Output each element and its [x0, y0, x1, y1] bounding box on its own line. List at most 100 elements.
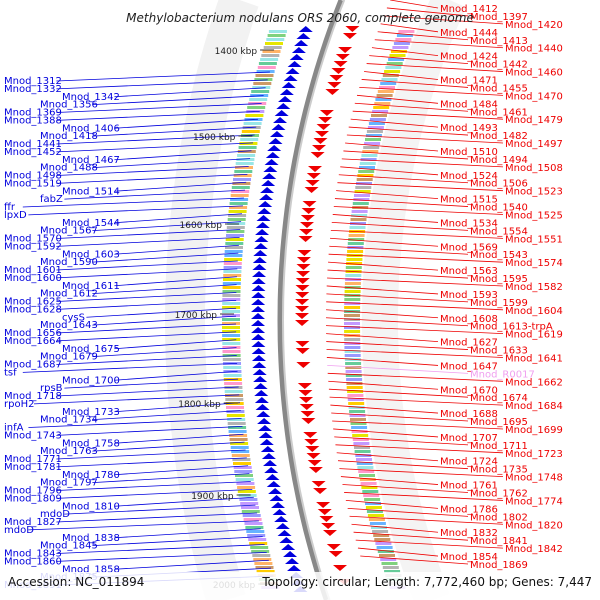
right-gene-label[interactable]: Mnod_1582 [505, 282, 563, 293]
left-gene-label[interactable]: Mnod_1312 [4, 76, 62, 87]
right-gene-label[interactable]: Mnod_1482 [470, 131, 528, 142]
left-gene-label[interactable]: Mnod_1388 [4, 115, 62, 126]
right-gene-label[interactable]: Mnod_1397 [470, 12, 528, 23]
left-gene-label[interactable]: Mnod_1600 [4, 273, 62, 284]
left-gene-label[interactable]: Mnod_1664 [4, 336, 62, 347]
right-gene-label[interactable]: Mnod_1493 [440, 123, 498, 134]
right-gene-label[interactable]: Mnod_1786 [440, 504, 498, 515]
right-gene-label[interactable]: Mnod_1420 [505, 20, 563, 31]
left-gene-label[interactable]: Mnod_1519 [4, 178, 62, 189]
right-gene-label[interactable]: Mnod_1662 [505, 377, 563, 388]
right-gene-label[interactable]: Mnod_1569 [440, 242, 498, 253]
right-gene-label[interactable]: Mnod_1455 [470, 83, 528, 94]
right-gene-label[interactable]: Mnod_R0017 [470, 369, 535, 380]
left-gene-label[interactable]: Mnod_1845 [40, 541, 98, 552]
right-gene-label[interactable]: Mnod_1854 [440, 552, 498, 563]
right-gene-label[interactable]: Mnod_1515 [440, 195, 498, 206]
left-gene-label[interactable]: lpxD [4, 210, 27, 221]
left-gene-label[interactable]: Mnod_1570 [4, 234, 62, 245]
right-gene-label[interactable]: Mnod_1641 [505, 353, 563, 364]
left-gene-label[interactable]: Mnod_1611 [62, 281, 120, 292]
right-gene-label[interactable]: Mnod_1688 [440, 409, 498, 420]
right-gene-label[interactable]: Mnod_1442 [470, 60, 528, 71]
right-gene-label[interactable]: Mnod_1595 [470, 274, 528, 285]
right-gene-label[interactable]: Mnod_1802 [470, 512, 528, 523]
right-gene-label[interactable]: Mnod_1510 [440, 147, 498, 158]
right-gene-label[interactable]: Mnod_1832 [440, 528, 498, 539]
left-gene-label[interactable]: Mnod_1488 [40, 163, 98, 174]
left-gene-label[interactable]: Mnod_1733 [62, 407, 120, 418]
left-gene-label[interactable]: Mnod_1332 [4, 84, 62, 95]
left-gene-label[interactable]: Mnod_1718 [4, 391, 62, 402]
right-gene-label[interactable]: Mnod_1593 [440, 290, 498, 301]
left-gene-label[interactable]: Mnod_1797 [40, 478, 98, 489]
left-gene-label[interactable]: cysS [62, 312, 85, 323]
right-gene-label[interactable]: Mnod_1494 [470, 155, 528, 166]
right-gene-label[interactable]: Mnod_1841 [470, 536, 528, 547]
right-gene-label[interactable]: Mnod_1508 [505, 163, 563, 174]
left-gene-label[interactable]: Mnod_1679 [40, 352, 98, 363]
left-gene-label[interactable]: Mnod_1590 [40, 257, 98, 268]
right-gene-label[interactable]: Mnod_1670 [440, 385, 498, 396]
left-gene-label[interactable]: Mnod_1592 [4, 241, 62, 252]
left-gene-label[interactable]: Mnod_1838 [62, 533, 120, 544]
left-gene-label[interactable]: Mnod_1656 [4, 328, 62, 339]
left-gene-label[interactable]: Mnod_1356 [40, 100, 98, 111]
right-gene-label[interactable]: Mnod_1707 [440, 433, 498, 444]
right-gene-label[interactable]: Mnod_1761 [440, 481, 498, 492]
right-gene-label[interactable]: Mnod_1735 [470, 465, 528, 476]
right-gene-label[interactable]: Mnod_1869 [470, 560, 528, 571]
left-gene-label[interactable]: Mnod_1810 [62, 501, 120, 512]
right-gene-label[interactable]: Mnod_1748 [505, 473, 563, 484]
right-gene-label[interactable]: Mnod_1619 [505, 330, 563, 341]
left-gene-label[interactable]: Mnod_1809 [4, 493, 62, 504]
left-gene-label[interactable]: mdoD [40, 509, 70, 520]
left-gene-label[interactable]: Mnod_1675 [62, 344, 120, 355]
left-gene-label[interactable]: Mnod_1612 [40, 289, 98, 300]
right-gene-label[interactable]: Mnod_1461 [470, 107, 528, 118]
left-gene-label[interactable]: Mnod_1514 [62, 186, 120, 197]
left-gene-label[interactable]: Mnod_1544 [62, 218, 120, 229]
left-gene-label[interactable]: Mnod_1567 [40, 226, 98, 237]
left-labels[interactable]: Mnod_1312Mnod_1332Mnod_1342Mnod_1356Mnod… [4, 76, 120, 591]
right-gene-label[interactable]: Mnod_1484 [440, 99, 498, 110]
left-gene-label[interactable]: Mnod_1858 [62, 564, 120, 575]
left-gene-label[interactable]: Mnod_1452 [4, 147, 62, 158]
right-gene-label[interactable]: Mnod_1674 [470, 393, 528, 404]
left-gene-label[interactable]: Mnod_1628 [4, 304, 62, 315]
right-gene-label[interactable]: Mnod_1444 [440, 28, 498, 39]
right-gene-label[interactable]: Mnod_1563 [440, 266, 498, 277]
left-gene-label[interactable]: Mnod_1369 [4, 108, 62, 119]
left-gene-label[interactable]: fabZ [40, 194, 63, 205]
right-gene-label[interactable]: Mnod_1711 [470, 441, 528, 452]
right-gene-label[interactable]: Mnod_1684 [505, 401, 563, 412]
left-gene-label[interactable]: rpsB [40, 383, 63, 394]
right-gene-label[interactable]: Mnod_1540 [470, 203, 528, 214]
right-gene-label[interactable]: Mnod_1627 [440, 338, 498, 349]
left-gene-label[interactable]: Mnod_1418 [40, 131, 98, 142]
right-gene-label[interactable]: Mnod_1608 [440, 314, 498, 325]
left-gene-label[interactable]: Mnod_1625 [4, 297, 62, 308]
left-gene-label[interactable]: Mnod_1498 [4, 171, 62, 182]
right-gene-label[interactable]: Mnod_1633 [470, 346, 528, 357]
right-gene-label[interactable]: Mnod_1613-trpA [470, 322, 553, 333]
right-gene-label[interactable]: Mnod_1412 [440, 4, 498, 15]
right-gene-label[interactable]: Mnod_1820 [505, 520, 563, 531]
left-gene-label[interactable]: Mnod_1796 [4, 486, 62, 497]
left-gene-label[interactable]: Mnod_1441 [4, 139, 62, 150]
right-gene-label[interactable]: Mnod_1774 [505, 496, 563, 507]
left-gene-label[interactable]: Mnod_1843 [4, 549, 62, 560]
left-gene-label[interactable]: Mnod_1860 [4, 556, 62, 567]
left-gene-label[interactable]: infA [4, 423, 24, 434]
right-gene-label[interactable]: Mnod_1574 [505, 258, 563, 269]
right-gene-label[interactable]: Mnod_1524 [440, 171, 498, 182]
right-gene-label[interactable]: Mnod_1543 [470, 250, 528, 261]
right-gene-label[interactable]: Mnod_1762 [470, 489, 528, 500]
right-gene-label[interactable]: Mnod_1440 [505, 44, 563, 55]
right-gene-label[interactable]: Mnod_1525 [505, 211, 563, 222]
right-gene-label[interactable]: Mnod_1470 [505, 91, 563, 102]
right-gene-label[interactable]: Mnod_1724 [440, 457, 498, 468]
left-gene-label[interactable]: Mnod_1763 [40, 446, 98, 457]
left-gene-label[interactable]: Mnod_1601 [4, 265, 62, 276]
left-gene-label[interactable]: Mnod_1406 [62, 123, 120, 134]
